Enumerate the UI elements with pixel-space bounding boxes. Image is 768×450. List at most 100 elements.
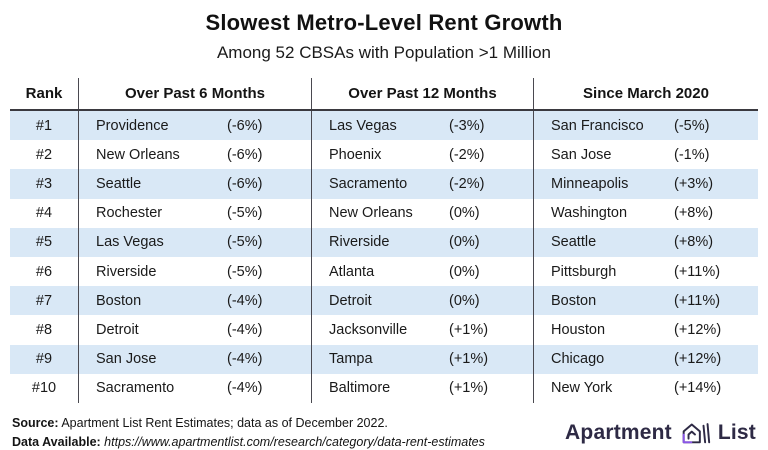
data-cell: Seattle (+8%) <box>533 227 758 257</box>
data-available-url: https://www.apartmentlist.com/research/c… <box>100 435 485 450</box>
rent-growth-table: Rank Over Past 6 Months Over Past 12 Mon… <box>10 78 758 403</box>
apartment-list-logo: Apartment List <box>565 419 756 447</box>
value-label: (-4%) <box>227 380 263 397</box>
rank-cell: #9 <box>35 351 53 368</box>
data-available-line: Data Available: https://www.apartmentlis… <box>12 433 485 450</box>
table-row: #8 Detroit (-4%) Jacksonville (+1%) Hous… <box>10 315 758 345</box>
city-label: Houston <box>551 321 606 338</box>
data-cell: New York (+14%) <box>533 373 758 403</box>
data-cell: Phoenix (-2%) <box>311 140 533 170</box>
data-cell: Chicago (+12%) <box>533 344 758 374</box>
footer: Source: Apartment List Rent Estimates; d… <box>10 414 758 450</box>
data-cell: San Francisco (-5%) <box>533 111 758 141</box>
city-label: Jacksonville <box>329 321 408 338</box>
city-label: Tampa <box>329 351 373 368</box>
city-label: Seattle <box>96 175 142 192</box>
value-label: (+1%) <box>449 380 489 397</box>
data-cell: New Orleans (0%) <box>311 198 533 228</box>
city-label: Sacramento <box>329 175 408 192</box>
value-label: (-5%) <box>227 234 263 251</box>
city-label: Chicago <box>551 351 605 368</box>
table-row: #4 Rochester (-5%) New Orleans (0%) Wash… <box>10 198 758 228</box>
data-cell: Riverside (0%) <box>311 227 533 257</box>
rank-cell: #4 <box>35 205 53 222</box>
table-row: #3 Seattle (-6%) Sacramento (-2%) Minnea… <box>10 169 758 199</box>
logo-text-apartment: Apartment <box>565 421 672 445</box>
city-label: Riverside <box>329 234 390 251</box>
data-cell: New Orleans (-6%) <box>78 140 311 170</box>
rank-cell: #8 <box>35 321 53 338</box>
rank-cell: #10 <box>31 380 57 397</box>
source-text: Apartment List Rent Estimates; data as o… <box>58 415 388 430</box>
data-cell: Rochester (-5%) <box>78 198 311 228</box>
city-label: New Orleans <box>96 146 180 163</box>
source-label: Source: <box>12 415 59 430</box>
logo-text-list: List <box>717 421 756 445</box>
header-past-12-months: Over Past 12 Months <box>311 78 533 109</box>
value-label: (-3%) <box>449 117 485 134</box>
data-available-label: Data Available: <box>12 435 101 450</box>
city-label: San Jose <box>551 146 612 163</box>
data-cell: Riverside (-5%) <box>78 256 311 287</box>
data-cell: Boston (+11%) <box>533 286 758 316</box>
data-cell: San Jose (-4%) <box>78 344 311 374</box>
city-label: Las Vegas <box>329 117 397 134</box>
data-cell: Baltimore (+1%) <box>311 373 533 403</box>
data-cell: Sacramento (-4%) <box>78 373 311 403</box>
value-label: (-6%) <box>227 175 263 192</box>
value-label: (+12%) <box>674 321 722 338</box>
city-label: Phoenix <box>329 146 382 163</box>
city-label: Providence <box>96 117 169 134</box>
table-header-row: Rank Over Past 6 Months Over Past 12 Mon… <box>10 78 758 111</box>
data-cell: Washington (+8%) <box>533 198 758 228</box>
data-cell: Sacramento (-2%) <box>311 169 533 199</box>
data-cell: Boston (-4%) <box>78 286 311 316</box>
page-subtitle: Among 52 CBSAs with Population >1 Millio… <box>216 43 552 62</box>
city-label: Rochester <box>96 205 163 222</box>
data-cell: Tampa (+1%) <box>311 344 533 374</box>
source-line: Source: Apartment List Rent Estimates; d… <box>12 414 485 433</box>
table-row: #6 Riverside (-5%) Atlanta (0%) Pittsbur… <box>10 256 758 287</box>
value-label: (0%) <box>449 292 480 309</box>
city-label: Seattle <box>551 234 597 251</box>
page-title: Slowest Metro-Level Rent Growth <box>205 10 563 35</box>
value-label: (+8%) <box>674 205 714 222</box>
city-label: Pittsburgh <box>551 263 617 280</box>
data-cell: Detroit (-4%) <box>78 315 311 345</box>
value-label: (+8%) <box>674 234 714 251</box>
data-cell: Houston (+12%) <box>533 315 758 345</box>
data-cell: Minneapolis (+3%) <box>533 169 758 199</box>
header-since-march-2020: Since March 2020 <box>533 78 758 109</box>
header-rank: Rank <box>25 85 63 102</box>
value-label: (-4%) <box>227 292 263 309</box>
value-label: (-4%) <box>227 351 263 368</box>
city-label: New Orleans <box>329 205 413 222</box>
city-label: Minneapolis <box>551 175 629 192</box>
data-cell: Jacksonville (+1%) <box>311 315 533 345</box>
value-label: (0%) <box>449 234 480 251</box>
rank-cell: #3 <box>35 175 53 192</box>
value-label: (-2%) <box>449 175 485 192</box>
footer-text: Source: Apartment List Rent Estimates; d… <box>12 414 485 450</box>
rank-cell: #7 <box>35 292 53 309</box>
city-label: Detroit <box>96 321 139 338</box>
data-cell: Atlanta (0%) <box>311 256 533 287</box>
value-label: (-6%) <box>227 146 263 163</box>
value-label: (-1%) <box>674 146 710 163</box>
value-label: (+1%) <box>449 321 489 338</box>
value-label: (+14%) <box>674 380 722 397</box>
data-cell: Providence (-6%) <box>78 111 311 141</box>
data-cell: Detroit (0%) <box>311 286 533 316</box>
data-cell: Las Vegas (-3%) <box>311 111 533 141</box>
city-label: San Francisco <box>551 117 644 134</box>
rank-cell: #1 <box>35 117 53 134</box>
table-row: #10 Sacramento (-4%) Baltimore (+1%) New… <box>10 373 758 403</box>
table-body: #1 Providence (-6%) Las Vegas (-3%) San … <box>10 111 758 403</box>
city-label: Detroit <box>329 292 372 309</box>
city-label: Boston <box>96 292 142 309</box>
table-row: #1 Providence (-6%) Las Vegas (-3%) San … <box>10 111 758 141</box>
city-label: Las Vegas <box>96 234 164 251</box>
header-past-6-months: Over Past 6 Months <box>78 78 311 109</box>
table-row: #9 San Jose (-4%) Tampa (+1%) Chicago (+… <box>10 344 758 374</box>
